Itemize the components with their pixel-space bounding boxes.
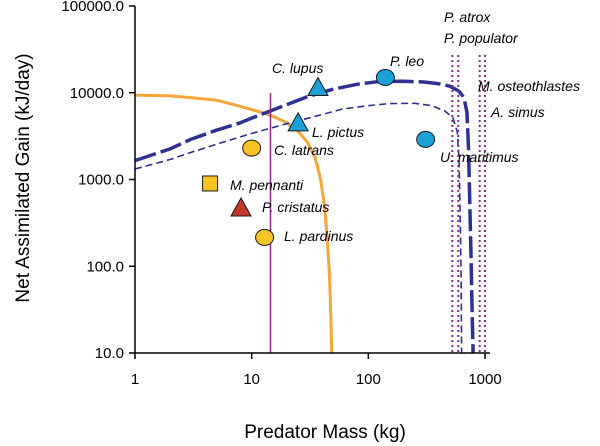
series-line-navy-dash <box>134 79 475 354</box>
marker-m-pennanti <box>202 175 219 192</box>
y-axis-title: Net Assimilated Gain (kJ/day) <box>13 53 34 302</box>
annotation-a-simus: A. simus <box>490 104 545 120</box>
marker-l-pardinus <box>255 228 275 246</box>
series-line-navy-short <box>134 102 463 354</box>
label-p-cristatus: P. cristatus <box>262 199 329 215</box>
y-tick-label: 10.0 <box>95 345 124 362</box>
label-c-lupus: C. lupus <box>272 60 323 76</box>
label-u-maritimus: U. maritimus <box>440 149 519 165</box>
x-tick-label: 1 <box>131 371 139 388</box>
label-l-pictus: L. pictus <box>312 124 364 140</box>
label-c-latrans: C. latrans <box>274 142 334 158</box>
x-tick-label: 1000 <box>468 371 501 388</box>
label-m-pennanti: M. pennanti <box>230 177 304 193</box>
marker-p-leo <box>375 68 395 86</box>
marker-p-cristatus <box>230 196 252 217</box>
y-tick-label: 100.0 <box>86 258 124 275</box>
marker-l-pictus <box>287 111 309 132</box>
x-tick-label: 100 <box>356 371 381 388</box>
x-tick-label: 10 <box>243 371 260 388</box>
annotation-p-atrox: P. atrox <box>444 9 491 25</box>
x-axis-title: Predator Mass (kg) <box>244 422 406 443</box>
label-l-pardinus: L. pardinus <box>284 228 353 244</box>
series-line-orange <box>134 93 334 354</box>
marker-u-maritimus <box>416 130 436 148</box>
label-p-leo: P. leo <box>390 53 424 69</box>
y-tick-label: 100000.0 <box>61 0 124 15</box>
annotation-m-osteothlastes: M. osteothlastes <box>478 78 580 94</box>
marker-c-latrans <box>242 139 262 157</box>
annotation-p-populator: P. populator <box>444 30 519 46</box>
y-tick-label: 10000.0 <box>70 85 124 102</box>
marker-c-lupus <box>307 76 329 96</box>
y-tick-label: 1000.0 <box>78 172 124 189</box>
